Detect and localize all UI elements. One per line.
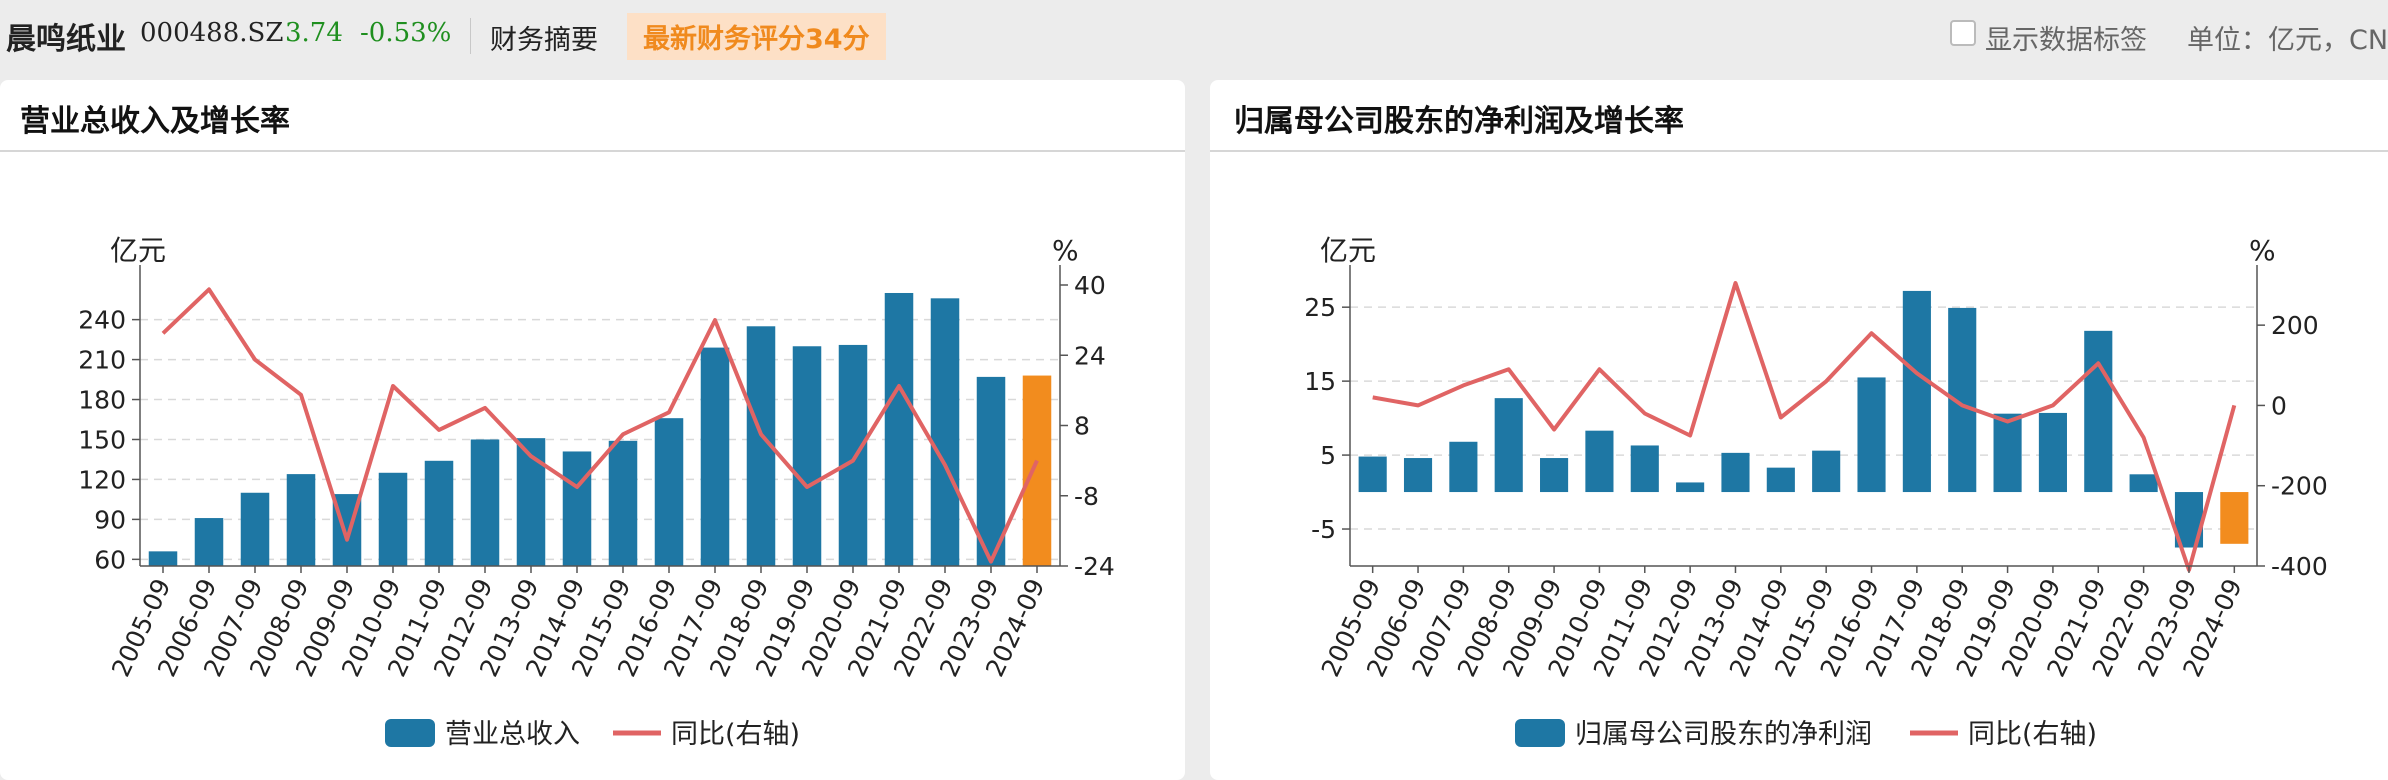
stock-price: 3.74	[285, 18, 343, 48]
bar	[1022, 375, 1052, 566]
stock-change-percent: -0.53%	[360, 18, 452, 48]
legend-bar-swatch	[385, 719, 435, 747]
y2-tick-label: -400	[2271, 552, 2328, 581]
legend-bar-label: 营业总收入	[445, 719, 580, 750]
bar	[792, 346, 822, 566]
y-tick-label: -5	[1311, 515, 1336, 544]
stock-name: 晨鸣纸业	[6, 22, 126, 57]
bar	[700, 347, 730, 566]
y2-tick-label: 0	[2271, 391, 2287, 420]
y2-axis-unit: %	[2249, 234, 2276, 267]
y2-tick-label: -8	[1074, 482, 1099, 511]
legend-line-label: 同比(右轴)	[1968, 719, 2097, 750]
bar	[470, 439, 500, 566]
y-tick-label: 15	[1304, 367, 1336, 396]
bar	[1902, 290, 1931, 493]
bar	[1403, 458, 1433, 493]
bar	[378, 472, 408, 566]
y-tick-label: 120	[78, 465, 126, 494]
yoy-line	[161, 287, 1039, 564]
revenue-chart-panel: 营业总收入及增长率 60 90 120 150 180 210 240 -24 -8 8 24 40 亿…	[0, 80, 1185, 780]
y-tick-label: 180	[78, 386, 126, 415]
y2-tick-label: -24	[1074, 552, 1115, 581]
bar	[1766, 467, 1795, 493]
show-data-labels-label[interactable]: 显示数据标签	[1985, 25, 2147, 56]
bar	[286, 474, 316, 566]
bar	[1993, 413, 2022, 493]
legend-bar-swatch	[1515, 719, 1565, 747]
bar	[1676, 482, 1705, 493]
bar	[608, 440, 638, 566]
bar	[516, 438, 546, 566]
show-data-labels-checkbox[interactable]	[1950, 20, 1976, 46]
bar	[240, 492, 270, 566]
bar	[838, 344, 868, 566]
legend-line-label: 同比(右轴)	[671, 719, 800, 750]
bar	[1857, 377, 1886, 493]
bar	[2220, 492, 2249, 544]
y-tick-label: 210	[78, 346, 126, 375]
top-bar: 晨鸣纸业 000488.SZ 3.74 -0.53% 财务摘要 最新财务评分34…	[0, 0, 2388, 72]
bar	[1494, 398, 1523, 493]
financial-summary-link[interactable]: 财务摘要	[490, 25, 598, 56]
y2-axis-unit: %	[1052, 234, 1079, 267]
y2-tick-label: 200	[2271, 311, 2319, 340]
header-divider	[470, 18, 471, 54]
bar	[2038, 412, 2067, 493]
panel-divider	[0, 150, 1185, 152]
bar	[2129, 474, 2158, 493]
y-tick-label: 90	[94, 505, 126, 534]
bar	[884, 292, 914, 566]
bar	[1358, 456, 1387, 493]
panel-divider	[1210, 150, 2388, 152]
bar	[1721, 452, 1750, 493]
bar	[1449, 441, 1478, 493]
financial-score-badge[interactable]: 最新财务评分34分	[627, 13, 886, 60]
net-profit-chart-panel: 归属母公司股东的净利润及增长率 -5 5 15 25 -400 -200 0 200 亿元% 20…	[1210, 80, 2388, 780]
y-tick-label: 5	[1320, 441, 1336, 470]
bar	[1585, 430, 1614, 493]
y-tick-label: 240	[78, 306, 126, 335]
revenue-chart-title: 营业总收入及增长率	[20, 104, 290, 139]
bar	[424, 460, 454, 566]
bar	[1630, 445, 1659, 493]
bar	[194, 518, 224, 566]
bar	[654, 418, 684, 566]
y2-tick-label: 24	[1074, 341, 1106, 370]
bar	[2084, 330, 2113, 493]
y2-tick-label: 8	[1074, 412, 1090, 441]
y-tick-label: 150	[78, 425, 126, 454]
unit-label: 单位：亿元，CN	[2187, 25, 2388, 56]
bar	[1540, 458, 1569, 493]
bar	[1812, 450, 1841, 493]
legend-bar-label: 归属母公司股东的净利润	[1575, 719, 1872, 750]
y2-tick-label: -200	[2271, 472, 2328, 501]
yoy-line	[1372, 281, 2237, 572]
bar	[976, 376, 1006, 566]
y-axis-unit: 亿元	[110, 234, 166, 267]
net-profit-chart-title: 归属母公司股东的净利润及增长率	[1234, 104, 1684, 139]
stock-code: 000488.SZ	[140, 18, 284, 48]
bar	[148, 551, 178, 566]
bar	[930, 298, 960, 566]
y2-tick-label: 40	[1074, 271, 1106, 300]
bar	[562, 451, 592, 566]
y-tick-label: 60	[94, 545, 126, 574]
y-axis-unit: 亿元	[1320, 234, 1376, 267]
y-tick-label: 25	[1304, 293, 1336, 322]
